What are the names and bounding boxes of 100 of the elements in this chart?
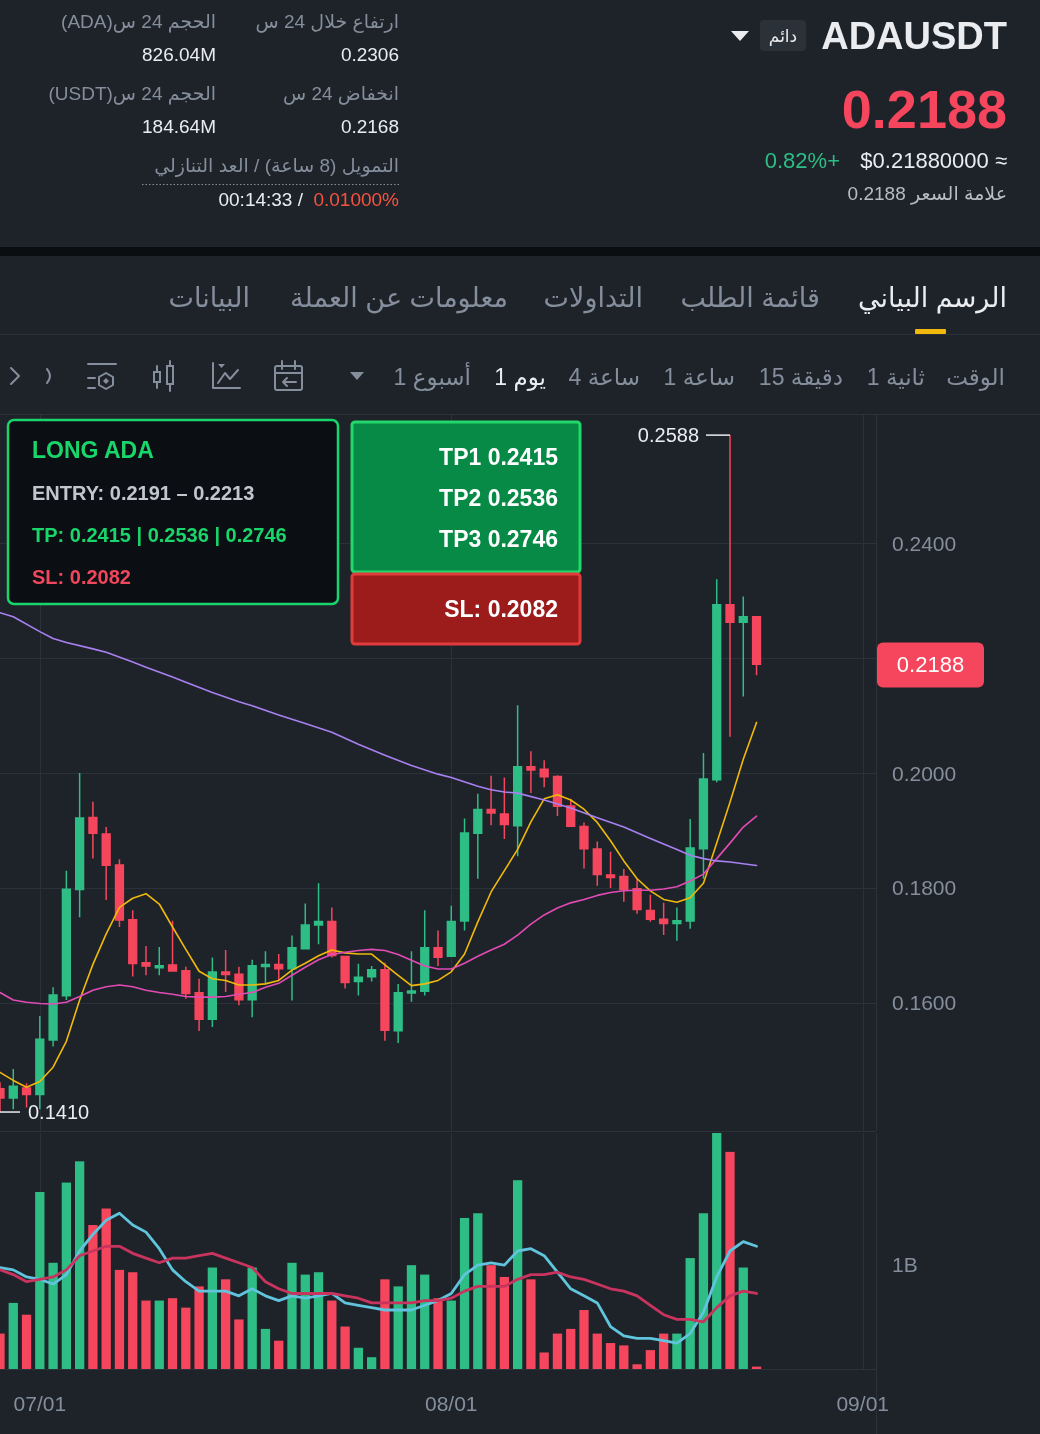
text: قائمة الطلب <box>680 283 820 313</box>
text: ثانية 1 <box>866 364 925 390</box>
text: 184.64M <box>142 116 216 137</box>
bar <box>300 1274 310 1369</box>
annotation: ENTRY: 0.2191 – 0.2213 <box>32 482 255 504</box>
annotation: TP3 0.2746 <box>439 526 558 552</box>
text: دائم <box>768 26 798 47</box>
text: ADAUSDT <box>821 15 1007 57</box>
bar <box>499 1276 510 1369</box>
text: الرسم البياني <box>858 283 1007 314</box>
text: علامة السعر 0.2188 <box>847 183 1007 205</box>
bar <box>459 1217 470 1369</box>
text: 0.2188 <box>841 79 1007 139</box>
annotation: TP: 0.2415 | 0.2536 | 0.2746 <box>32 524 287 546</box>
annotation: TP1 0.2415 <box>439 444 559 470</box>
bar <box>287 1262 297 1369</box>
candlestick <box>287 935 297 1001</box>
text: 0.2306 <box>340 44 399 65</box>
text: الوقت <box>946 364 1005 391</box>
candlestick <box>101 827 111 900</box>
text: دقيقة 15 <box>758 364 843 390</box>
y-tick-label: 0.1600 <box>892 991 957 1015</box>
candlestick <box>88 801 98 859</box>
text: ساعة 4 <box>568 364 640 390</box>
candlestick <box>194 978 204 1032</box>
x-tick-label: 07/01 <box>13 1391 67 1415</box>
candlestick <box>672 907 682 941</box>
bar <box>74 1161 85 1369</box>
bar <box>725 1151 735 1369</box>
text: +0.82% <box>764 148 840 173</box>
bar <box>592 1333 602 1369</box>
bar <box>473 1213 483 1369</box>
bar <box>48 1262 58 1369</box>
bar <box>35 1192 45 1369</box>
bar <box>380 1279 390 1369</box>
bar <box>539 1352 549 1369</box>
candlestick <box>539 760 549 788</box>
bar <box>340 1326 350 1369</box>
annotation: SL: 0.2082 <box>32 566 131 588</box>
bar <box>167 1298 178 1369</box>
bar <box>101 1208 111 1369</box>
annotation: 0.2588 <box>637 424 699 447</box>
bar <box>313 1272 324 1369</box>
bar <box>220 1279 231 1369</box>
text: التداولات <box>543 283 643 314</box>
bar <box>88 1225 98 1369</box>
bar <box>619 1345 629 1369</box>
y-tick-label: 0.2400 <box>892 531 957 555</box>
bar <box>566 1328 576 1369</box>
bar <box>420 1274 430 1369</box>
text: يوم 1 <box>494 364 546 391</box>
text: أسبوع 1 <box>393 362 471 391</box>
bar <box>114 1269 125 1369</box>
candlestick <box>48 987 58 1047</box>
bar <box>141 1300 151 1369</box>
text: 00:14:33 / <box>218 189 304 210</box>
bar <box>446 1300 456 1369</box>
text: ارتفاع خلال 24 س <box>255 11 399 33</box>
bar <box>552 1333 563 1369</box>
x-tick-label: 08/01 <box>424 1391 478 1415</box>
text: البيانات <box>168 283 250 313</box>
annotation: LONG ADA <box>32 437 154 463</box>
bar <box>712 1133 722 1369</box>
bar <box>366 1357 377 1369</box>
text: 1B <box>892 1252 918 1276</box>
candlestick <box>526 751 536 794</box>
bar <box>632 1364 642 1369</box>
bar <box>738 1267 748 1369</box>
bar <box>512 1180 523 1369</box>
bar <box>274 1340 284 1369</box>
bar <box>406 1265 417 1369</box>
bar <box>685 1258 695 1369</box>
text: التمويل (8 ساعة) / العد التنازلي <box>154 155 399 177</box>
y-tick-label: 0.2000 <box>892 761 957 785</box>
candlestick <box>725 435 735 737</box>
bar <box>8 1302 18 1369</box>
x-tick-label: 09/01 <box>836 1391 890 1415</box>
bar <box>207 1267 218 1369</box>
bar <box>393 1286 403 1369</box>
text: 0.01000% <box>313 189 400 210</box>
text: الحجم 24 س(ADA) <box>61 11 216 33</box>
bar <box>61 1182 72 1369</box>
line-series <box>0 815 758 1005</box>
text: 0.2188 <box>896 652 965 678</box>
annotation: SL: 0.2082 <box>444 596 558 622</box>
bar <box>247 1267 257 1369</box>
bar <box>433 1298 443 1369</box>
bar <box>21 1314 32 1369</box>
text: ساعة 1 <box>663 364 735 390</box>
bar <box>645 1350 656 1369</box>
bar <box>353 1347 364 1369</box>
bar <box>154 1300 164 1369</box>
text: 0.2168 <box>340 116 399 137</box>
bar <box>234 1319 244 1369</box>
bar <box>486 1265 496 1369</box>
text: انخفاض 24 س <box>282 83 399 105</box>
bar <box>181 1307 191 1369</box>
line-series <box>0 721 758 1089</box>
candlestick <box>380 962 390 1041</box>
text: 826.04M <box>142 44 216 65</box>
